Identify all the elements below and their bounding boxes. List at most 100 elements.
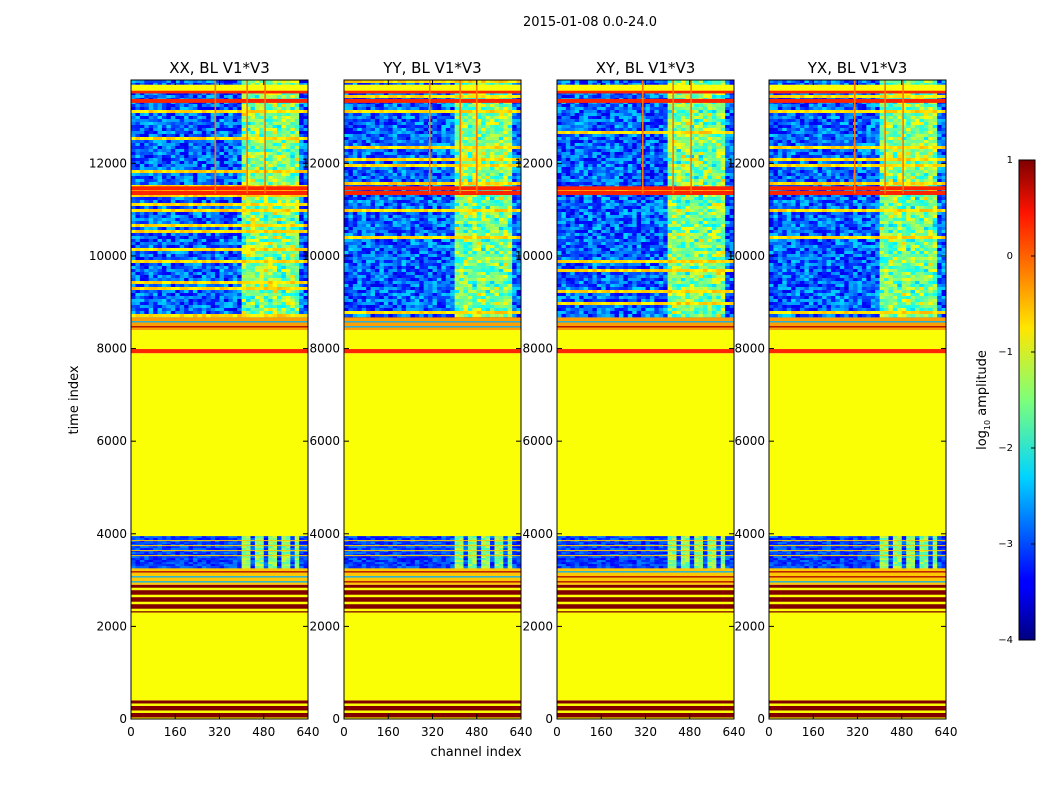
- heatmap-cell: [184, 215, 189, 219]
- heatmap-cell: [299, 134, 304, 138]
- heatmap-cell: [161, 116, 167, 120]
- heatmap-cell: [175, 245, 181, 249]
- heatmap-cell: [374, 83, 380, 87]
- heatmap-cell: [281, 122, 287, 126]
- heatmap-cell: [232, 125, 238, 129]
- heatmap-cell: [281, 206, 287, 210]
- heatmap-cell: [157, 95, 163, 99]
- heatmap-cell: [201, 564, 207, 567]
- heatmap-cell: [272, 275, 278, 279]
- heatmap-cell: [192, 278, 198, 282]
- heatmap-cell: [237, 293, 243, 297]
- heatmap-cell: [161, 314, 167, 318]
- heatmap-cell: [299, 538, 304, 541]
- heatmap-cell: [507, 107, 513, 111]
- heatmap-cell: [410, 560, 416, 563]
- heatmap-cell: [144, 107, 150, 111]
- heatmap-cell: [366, 542, 371, 545]
- heatmap-cell: [223, 80, 229, 84]
- heatmap-cell: [170, 158, 176, 162]
- heatmap-cell: [250, 161, 256, 165]
- heatmap-cell: [268, 269, 273, 273]
- heatmap-cell: [281, 311, 287, 315]
- heatmap-cell: [179, 182, 185, 186]
- heatmap-cell: [281, 236, 287, 240]
- heatmap-cell: [263, 236, 269, 240]
- heatmap-cell: [463, 548, 469, 551]
- heatmap-cell: [241, 290, 247, 294]
- heatmap-cell: [210, 281, 216, 285]
- heatmap-cell: [192, 158, 198, 162]
- heatmap-cell: [157, 116, 163, 120]
- heatmap-cell: [215, 197, 220, 201]
- heatmap-cell: [153, 110, 158, 114]
- heatmap-cell: [232, 281, 238, 285]
- heatmap-cell: [246, 299, 251, 303]
- heatmap-cell: [436, 566, 442, 569]
- heatmap-cell: [148, 224, 154, 228]
- heatmap-cell: [476, 556, 482, 559]
- heatmap-cell: [179, 564, 185, 567]
- heatmap-cell: [254, 566, 260, 569]
- heatmap-cell: [161, 299, 167, 303]
- heatmap-band: [131, 330, 308, 350]
- heatmap-cell: [272, 176, 278, 180]
- heatmap-cell: [246, 200, 251, 204]
- heatmap-cell: [441, 538, 447, 541]
- heatmap-cell: [131, 236, 136, 240]
- heatmap-cell: [281, 173, 287, 177]
- heatmap-cell: [188, 305, 194, 309]
- heatmap-cell: [170, 311, 176, 315]
- heatmap-cell: [139, 143, 145, 147]
- heatmap-cell: [441, 546, 447, 549]
- heatmap-stripe: [344, 571, 521, 573]
- heatmap-cell: [170, 548, 176, 551]
- heatmap-cell: [232, 299, 238, 303]
- heatmap-cell: [206, 230, 212, 234]
- heatmap-cell: [131, 540, 136, 543]
- heatmap-cell: [188, 558, 194, 561]
- heatmap-cell: [215, 80, 220, 84]
- heatmap-cell: [299, 233, 304, 237]
- heatmap-cell: [144, 263, 150, 267]
- heatmap-cell: [223, 173, 229, 177]
- heatmap-cell: [299, 290, 304, 294]
- heatmap-cell: [294, 251, 300, 255]
- heatmap-cell: [241, 260, 247, 264]
- heatmap-cell: [445, 104, 451, 108]
- heatmap-cell: [237, 137, 243, 141]
- heatmap-cell: [370, 95, 376, 99]
- heatmap-cell: [277, 266, 282, 270]
- heatmap-cell: [131, 215, 136, 219]
- heatmap-cell: [450, 540, 456, 543]
- heatmap-cell: [303, 194, 308, 198]
- heatmap-cell: [490, 83, 495, 87]
- heatmap-cell: [219, 293, 225, 297]
- heatmap-cell: [494, 546, 500, 549]
- heatmap-cell: [166, 536, 172, 539]
- heatmap-cell: [379, 562, 385, 565]
- heatmap-cell: [450, 95, 456, 99]
- heatmap-cell: [135, 245, 141, 249]
- heatmap-cell: [197, 305, 203, 309]
- heatmap-cell: [272, 221, 278, 225]
- heatmap-cell: [232, 155, 238, 159]
- heatmap-cell: [237, 221, 243, 225]
- heatmap-cell: [201, 302, 207, 306]
- heatmap-cell: [277, 278, 282, 282]
- heatmap-cell: [232, 218, 238, 222]
- heatmap-cell: [215, 95, 220, 99]
- heatmap-cell: [184, 212, 189, 216]
- heatmap-cell: [166, 560, 172, 563]
- heatmap-cell: [277, 131, 282, 135]
- heatmap-cell: [131, 564, 136, 567]
- heatmap-cell: [184, 143, 189, 147]
- heatmap-cell: [459, 540, 464, 543]
- heatmap-cell: [148, 221, 154, 225]
- heatmap-cell: [268, 308, 273, 312]
- heatmap-cell: [139, 92, 145, 96]
- heatmap-cell: [131, 542, 136, 545]
- heatmap-cell: [228, 161, 234, 165]
- heatmap-cell: [228, 269, 234, 273]
- heatmap-cell: [215, 552, 220, 555]
